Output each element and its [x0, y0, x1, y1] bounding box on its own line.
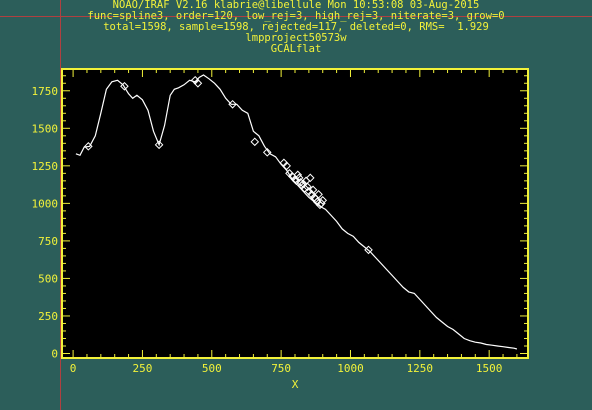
cursor-crosshair-vertical	[60, 0, 61, 410]
rejected-point	[314, 190, 323, 199]
rejected-point	[300, 184, 310, 193]
y-tick-label: 0	[51, 347, 58, 360]
x-tick-label: 250	[133, 362, 153, 375]
y-tick-label: 250	[38, 310, 58, 323]
rejected-point	[299, 179, 308, 189]
rejected-point	[193, 78, 203, 88]
rejected-point	[294, 173, 304, 183]
rejected-point	[228, 99, 237, 109]
y-tick-label: 500	[38, 272, 58, 285]
rejected-point	[262, 148, 272, 157]
x-axis-label: X	[292, 378, 299, 391]
y-tick-label: 1000	[32, 197, 59, 210]
y-tick-label: 1500	[32, 122, 59, 135]
plot-title: GCALflat	[270, 43, 322, 55]
cursor-crosshair-horizontal	[0, 16, 592, 17]
rejected-point	[292, 176, 301, 186]
rejected-point	[120, 81, 129, 91]
plot-header-stats: total=1598, sample=1598, rejected=117, d…	[103, 21, 489, 33]
y-tick-label: 1750	[32, 85, 59, 98]
x-tick-label: 0	[70, 362, 77, 375]
rejected-point	[318, 196, 328, 205]
rejected-point	[154, 140, 164, 150]
plot-header-image: lmpproject50573w	[245, 32, 347, 44]
rejected-point	[308, 185, 318, 195]
x-tick-label: 750	[271, 362, 291, 375]
rejected-point	[317, 199, 326, 208]
plot-area	[61, 68, 529, 359]
y-tick-label: 750	[38, 235, 58, 248]
x-tick-label: 500	[202, 362, 222, 375]
rejected-point	[364, 245, 373, 255]
rejected-point	[282, 161, 291, 171]
rejected-point	[84, 142, 93, 151]
rejected-point	[305, 173, 315, 183]
rejected-point	[303, 182, 312, 192]
x-tick-label: 1500	[476, 362, 503, 375]
x-tick-label: 1250	[407, 362, 434, 375]
rejected-point	[250, 137, 260, 147]
y-tick-label: 1250	[32, 160, 59, 173]
plot-header-fit-params: func=spline3, order=120, low_rej=3, high…	[87, 10, 505, 22]
plot-header-system: NOAO/IRAF V2.16 klabrie@libellule Mon 10…	[112, 0, 480, 11]
rejected-point	[293, 170, 303, 180]
x-tick-label: 1000	[337, 362, 364, 375]
